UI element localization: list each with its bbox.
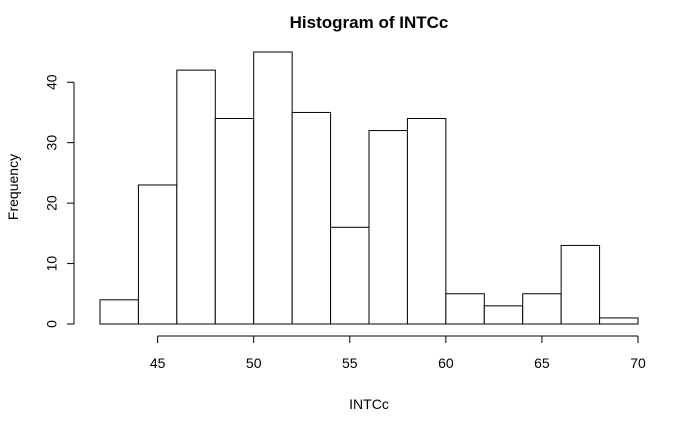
histogram-bar xyxy=(483,305,524,325)
histogram-bar xyxy=(214,117,255,325)
y-tick-label: 0 xyxy=(44,320,60,328)
x-tick-label: 60 xyxy=(438,355,454,371)
chart-title: Histogram of INTCc xyxy=(290,13,449,32)
histogram-bar xyxy=(176,69,216,325)
histogram-bar xyxy=(560,244,601,325)
y-tick-label: 40 xyxy=(44,74,60,90)
histogram-bar xyxy=(330,226,370,325)
x-tick-label: 50 xyxy=(246,355,262,371)
y-tick-label: 30 xyxy=(44,135,60,151)
y-axis: 0 10 20 30 40 xyxy=(44,74,75,328)
histogram-bar xyxy=(137,184,178,325)
y-tick-label: 20 xyxy=(44,195,60,211)
histogram-bar xyxy=(291,111,332,325)
x-tick-label: 70 xyxy=(630,355,646,371)
x-tick-label: 45 xyxy=(150,355,166,371)
y-axis-label: Frequency xyxy=(5,154,21,220)
histogram-bar xyxy=(253,51,293,325)
bars-group xyxy=(99,51,639,325)
x-tick-label: 65 xyxy=(534,355,550,371)
histogram-bar xyxy=(445,293,485,325)
x-axis: 45 50 55 60 65 70 xyxy=(150,335,646,371)
histogram-bar xyxy=(406,117,447,325)
x-tick-label: 55 xyxy=(342,355,358,371)
x-axis-label: INTCc xyxy=(349,396,389,412)
y-tick-label: 10 xyxy=(44,256,60,272)
histogram-bar xyxy=(599,317,639,325)
histogram-bar xyxy=(522,293,562,325)
histogram-bar xyxy=(368,130,408,325)
histogram-bar xyxy=(99,299,139,325)
